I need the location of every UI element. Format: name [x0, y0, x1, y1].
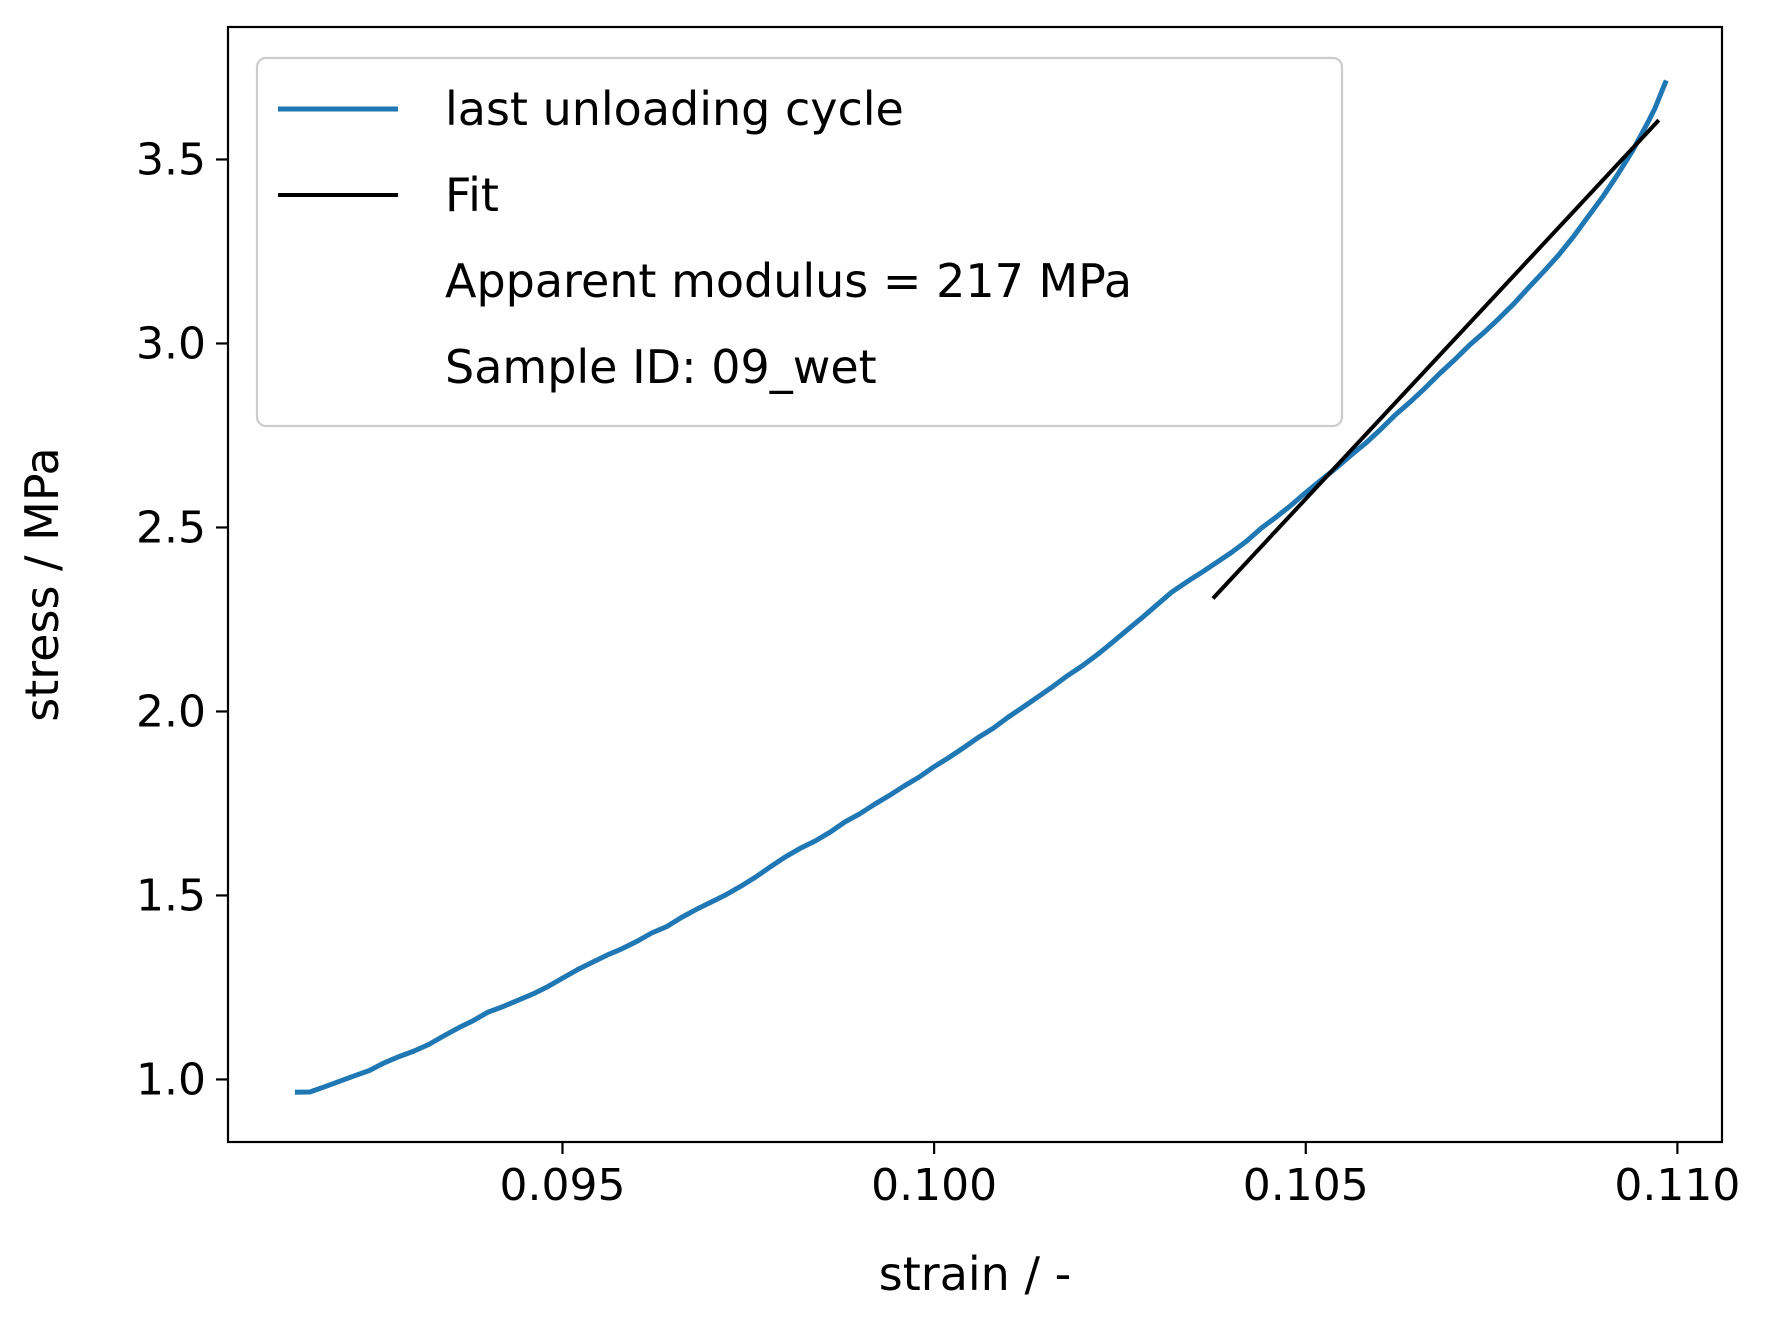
x-tick-label: 0.095	[499, 1160, 625, 1211]
y-axis-label: stress / MPa	[15, 447, 69, 721]
series-line-fit	[1211, 118, 1661, 600]
legend-box	[255, 56, 1344, 428]
y-tick-label: 2.0	[136, 686, 206, 737]
y-tick-label: 1.5	[136, 870, 206, 921]
plot-frame	[226, 25, 1724, 1144]
y-axis: 1.0 1.5 2.0 2.5 3.0 3.5	[136, 134, 228, 1105]
y-tick-label: 3.5	[136, 134, 206, 185]
y-tick-label: 1.0	[136, 1054, 206, 1105]
legend-label-sample-id: Sample ID: 09_wet	[445, 340, 877, 394]
legend-label-modulus: Apparent modulus = 217 MPa	[445, 254, 1132, 308]
series-line-unloading	[294, 79, 1669, 1095]
x-axis-label: strain / -	[879, 1247, 1071, 1301]
x-tick-label: 0.110	[1614, 1160, 1740, 1211]
y-tick-label: 2.5	[136, 502, 206, 553]
legend-label-fit: Fit	[445, 168, 499, 222]
x-axis: 0.095 0.100 0.105 0.110	[499, 1142, 1740, 1211]
x-tick-label: 0.100	[871, 1160, 997, 1211]
x-tick-label: 0.105	[1243, 1160, 1369, 1211]
legend-label-unloading: last unloading cycle	[445, 82, 904, 136]
plot-area	[294, 79, 1669, 1095]
y-tick-label: 3.0	[136, 318, 206, 369]
legend: last unloading cycle Fit Apparent modulu…	[255, 56, 1344, 428]
